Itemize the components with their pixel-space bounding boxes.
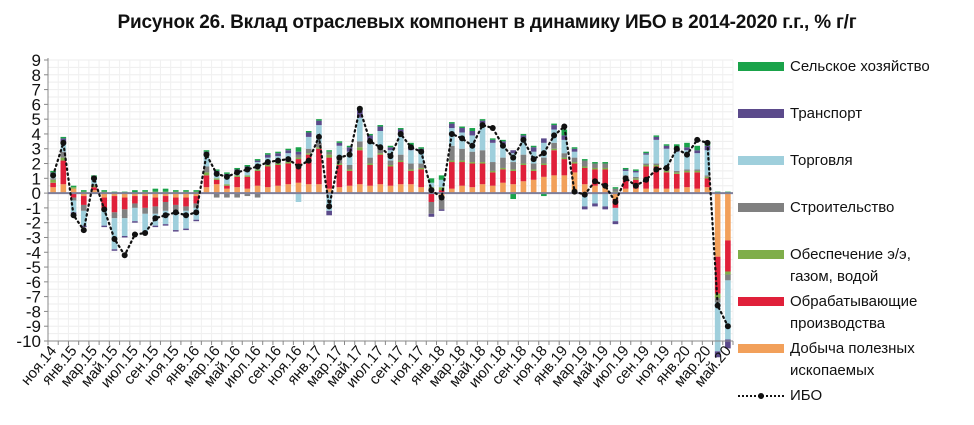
legend-label: Сельское хозяйство (790, 58, 930, 75)
bar-stacks (50, 107, 731, 358)
legend-item-utilities: Обеспечение э/э, газом, водой (738, 244, 911, 288)
legend-item-transport: Транспорт (738, 103, 862, 125)
legend-label-line2: ископаемых (790, 362, 875, 379)
legend-swatch-trade (738, 156, 784, 165)
legend-swatch-transport (738, 109, 784, 118)
legend-item-trade: Торговля (738, 150, 853, 172)
legend-item-ibo: ИБО (738, 385, 822, 407)
svg-text:-5: -5 (26, 258, 41, 277)
legend-label: Транспорт (790, 105, 863, 122)
legend-item-agri: Сельское хозяйство (738, 56, 930, 78)
legend-swatch-agri (738, 62, 784, 71)
svg-text:9: 9 (32, 51, 41, 70)
svg-text:7: 7 (32, 81, 41, 100)
svg-text:-7: -7 (26, 288, 41, 307)
svg-text:-6: -6 (26, 273, 41, 292)
svg-text:8: 8 (32, 66, 41, 85)
svg-text:1: 1 (32, 169, 41, 188)
legend-label: Строительство (790, 199, 895, 216)
legend-label: Торговля (790, 152, 853, 169)
ibo-line (50, 104, 731, 330)
svg-text:-8: -8 (26, 302, 41, 321)
legend-swatch-construction (738, 203, 784, 212)
svg-text:-3: -3 (26, 228, 41, 247)
svg-text:-9: -9 (26, 317, 41, 336)
legend-item-manufacturing: Обрабатывающие производства (738, 291, 917, 335)
legend-item-mining: Добыча полезных ископаемых (738, 338, 915, 382)
legend-label-line2: газом, водой (790, 268, 879, 285)
svg-text:4: 4 (32, 125, 41, 144)
svg-text:3: 3 (32, 140, 41, 159)
chart-title: Рисунок 26. Вклад отраслевых компонент в… (117, 12, 857, 33)
legend-label-line1: Добыча полезных (790, 340, 915, 357)
svg-text:6: 6 (32, 95, 41, 114)
x-axis: ноя.14янв.15мар.15май.15июл.15сен.15ноя.… (18, 340, 735, 391)
legend-swatch-utilities (738, 250, 784, 259)
legend-item-construction: Строительство (738, 197, 894, 219)
gridlines (47, 59, 734, 342)
svg-text:-2: -2 (26, 214, 41, 233)
svg-text:-4: -4 (26, 243, 41, 262)
svg-text:2: 2 (32, 155, 41, 174)
svg-text:-1: -1 (26, 199, 41, 218)
svg-text:5: 5 (32, 110, 41, 129)
legend-label-line2: производства (790, 315, 886, 332)
legend-label-line1: Обеспечение э/э, (790, 246, 911, 263)
legend-swatch-manufacturing (738, 297, 784, 306)
legend-swatch-ibo-dotted-line (738, 391, 784, 400)
legend-label: ИБО (790, 387, 823, 404)
svg-text:0: 0 (32, 184, 41, 203)
legend-swatch-mining (738, 344, 784, 353)
svg-text:-10: -10 (16, 332, 41, 351)
legend-label-line1: Обрабатывающие (790, 293, 918, 310)
